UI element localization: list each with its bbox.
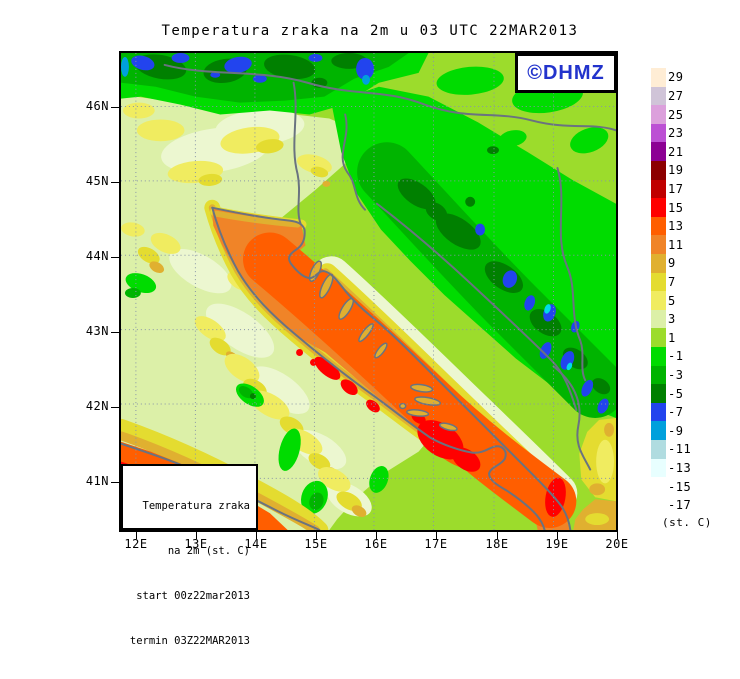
legend-swatch — [651, 105, 666, 125]
lat-tick-mark — [111, 332, 119, 333]
legend-swatch — [651, 86, 666, 106]
lat-tick-mark — [111, 482, 119, 483]
legend-value-label: -5 — [668, 386, 684, 401]
legend-swatch — [651, 235, 666, 255]
legend-swatch — [651, 198, 666, 218]
weather-map-page: { "title": "Temperatura zraka na 2m u 03… — [85, 23, 712, 647]
info-line-start: start 00z22mar2013 — [136, 590, 250, 602]
legend-value-label: 27 — [668, 88, 684, 103]
legend-swatch — [651, 458, 666, 478]
lon-tick-mark — [617, 532, 618, 539]
lon-tick-mark — [256, 532, 257, 539]
legend-value-label: -9 — [668, 423, 684, 438]
map-plot-area: ©DHMZ Temperatura zraka na 2m (st. C) st… — [119, 51, 618, 647]
legend-value-label: 9 — [668, 256, 676, 271]
legend-value-label: 25 — [668, 107, 684, 122]
dhmz-watermark: ©DHMZ — [515, 53, 617, 93]
legend-swatch — [651, 216, 666, 236]
lon-tick-label: 13E — [184, 537, 208, 551]
legend-swatch — [651, 272, 666, 292]
lon-tick-label: 12E — [124, 537, 148, 551]
lat-tick-label: 46N — [85, 99, 109, 113]
legend-swatch — [651, 68, 666, 88]
lon-tick-label: 19E — [545, 537, 569, 551]
lat-tick-label: 43N — [85, 324, 109, 338]
info-line-level: na 2m (st. C) — [167, 545, 250, 557]
legend-swatch — [651, 495, 666, 515]
info-line-product: Temperatura zraka — [142, 500, 250, 512]
legend-unit-label: (st. C) — [662, 516, 712, 529]
dhmz-watermark-text: ©DHMZ — [527, 61, 605, 84]
lon-tick-label: 15E — [304, 537, 328, 551]
legend-value-label: 5 — [668, 293, 676, 308]
lat-tick-mark — [111, 407, 119, 408]
legend-value-label: -7 — [668, 405, 684, 420]
lon-tick-label: 14E — [244, 537, 268, 551]
legend-swatch — [651, 440, 666, 460]
lat-tick-mark — [111, 257, 119, 258]
lat-tick-label: 44N — [85, 249, 109, 263]
legend-swatch — [651, 421, 666, 441]
lon-tick-mark — [557, 532, 558, 539]
lon-tick-mark — [196, 532, 197, 539]
legend-value-label: 7 — [668, 274, 676, 289]
legend-swatch — [651, 291, 666, 311]
legend-swatch — [651, 309, 666, 329]
legend-value-label: -1 — [668, 349, 684, 364]
lon-tick-label: 17E — [424, 537, 448, 551]
legend-value-label: -13 — [668, 460, 692, 475]
legend-value-label: -3 — [668, 367, 684, 382]
lat-tick-label: 41N — [85, 474, 109, 488]
legend-value-label: 11 — [668, 237, 684, 252]
legend-swatch — [651, 179, 666, 199]
legend-value-label: 1 — [668, 330, 676, 345]
legend-swatch — [651, 365, 666, 385]
lon-tick-mark — [436, 532, 437, 539]
legend-value-label: 13 — [668, 219, 684, 234]
lon-tick-label: 18E — [485, 537, 509, 551]
legend-swatch — [651, 142, 666, 162]
legend-value-label: 15 — [668, 200, 684, 215]
legend-swatch — [651, 347, 666, 367]
legend-value-label: 29 — [668, 70, 684, 85]
lat-tick-label: 42N — [85, 399, 109, 413]
legend-swatch — [651, 402, 666, 422]
legend-swatch — [651, 477, 666, 497]
lon-tick-mark — [497, 532, 498, 539]
legend-value-label: 17 — [668, 181, 684, 196]
legend-swatch — [651, 328, 666, 348]
legend-value-label: 23 — [668, 126, 684, 141]
lon-tick-mark — [136, 532, 137, 539]
lon-tick-label: 20E — [605, 537, 629, 551]
legend-swatch — [651, 254, 666, 274]
run-info-box: Temperatura zraka na 2m (st. C) start 00… — [121, 464, 258, 647]
temperature-field-canvas — [121, 53, 616, 530]
legend-value-label: -17 — [668, 498, 692, 513]
lat-tick-label: 45N — [85, 174, 109, 188]
legend-swatch — [651, 161, 666, 181]
legend-value-label: -15 — [668, 479, 692, 494]
legend-value-label: 3 — [668, 312, 676, 327]
info-line-termin: termin 03Z22MAR2013 — [129, 635, 250, 647]
lon-tick-mark — [316, 532, 317, 539]
legend-value-label: 19 — [668, 163, 684, 178]
lat-tick-mark — [111, 182, 119, 183]
lon-tick-mark — [376, 532, 377, 539]
legend-value-label: -11 — [668, 442, 692, 457]
legend-value-label: 21 — [668, 144, 684, 159]
legend-swatch — [651, 123, 666, 143]
map-title: Temperatura zraka na 2m u 03 UTC 22MAR20… — [161, 23, 579, 39]
legend-swatch — [651, 384, 666, 404]
lon-tick-label: 16E — [364, 537, 388, 551]
lat-tick-mark — [111, 107, 119, 108]
